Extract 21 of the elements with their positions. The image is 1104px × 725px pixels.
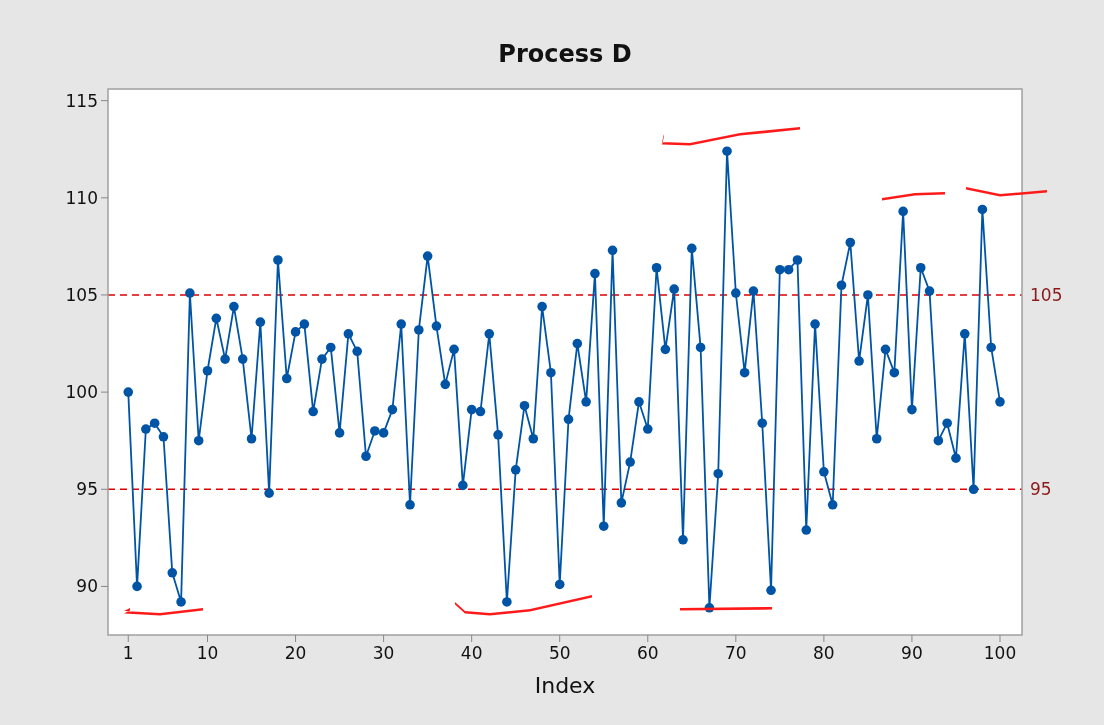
x-tick-label: 50 xyxy=(548,643,571,663)
y-tick-label: 110 xyxy=(65,187,98,208)
x-tick-label: 10 xyxy=(196,643,219,663)
chart-title: Process D xyxy=(498,40,632,68)
x-axis-title: Index xyxy=(534,673,596,698)
x-tick-label: 100 xyxy=(983,643,1017,663)
x-tick-label: 1 xyxy=(122,643,134,663)
ref-line-label: 95 xyxy=(1030,479,1052,500)
y-tick-label: 90 xyxy=(76,576,98,597)
y-tick-label: 100 xyxy=(65,382,98,403)
x-tick-label: 30 xyxy=(372,643,395,663)
x-tick-label: 90 xyxy=(901,643,923,663)
x-tick-label: 20 xyxy=(284,643,307,663)
y-tick-label: 105 xyxy=(65,284,98,305)
x-tick-label: 70 xyxy=(725,643,747,663)
y-tick-label: 95 xyxy=(76,479,98,500)
x-tick-label: 80 xyxy=(813,643,835,663)
x-tick-label: 40 xyxy=(460,643,483,663)
y-tick-label: 115 xyxy=(65,90,98,111)
x-tick-label: 60 xyxy=(636,643,659,663)
ref-line-label: 105 xyxy=(1030,284,1063,305)
